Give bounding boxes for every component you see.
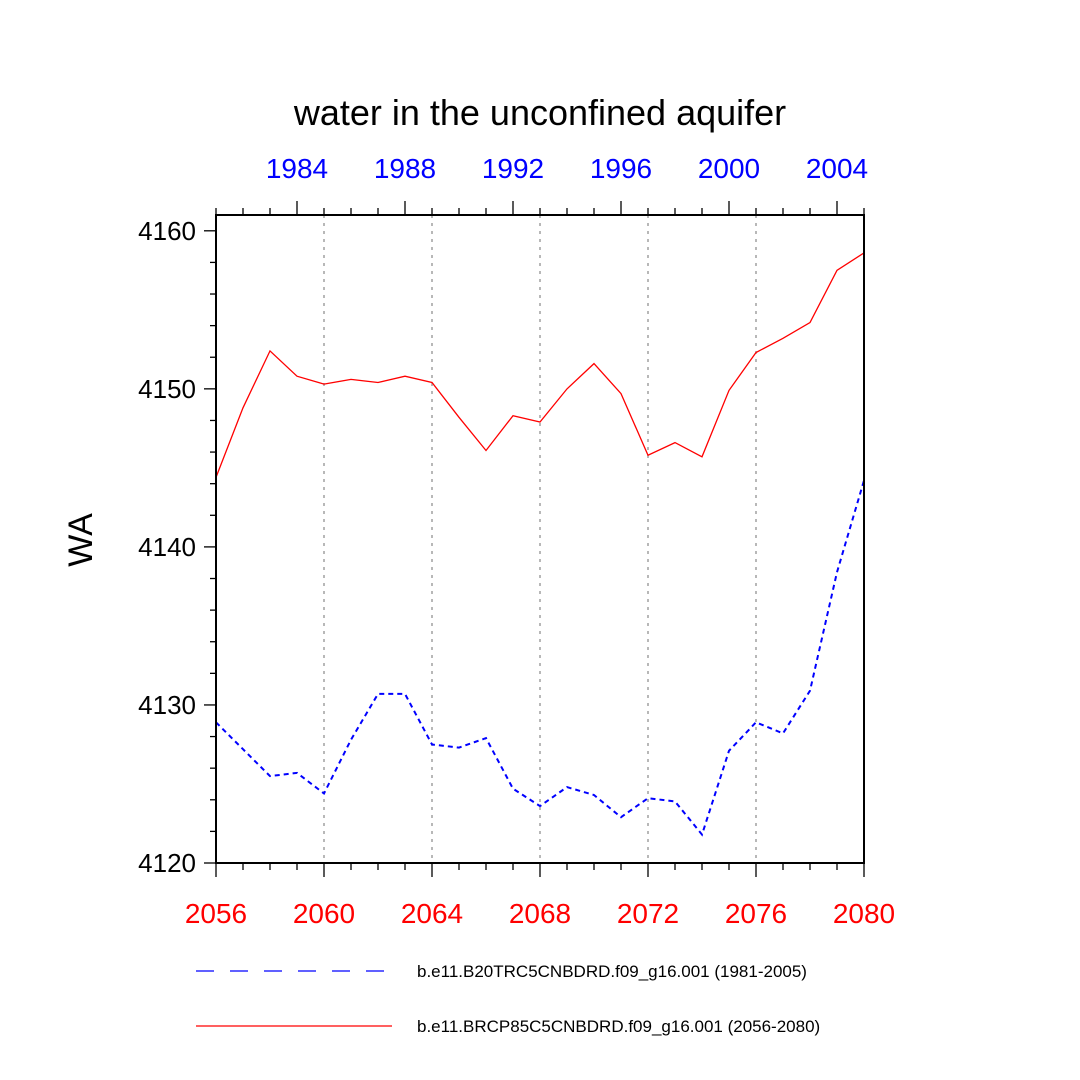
x-bottom-tick-label: 2072 <box>617 898 679 929</box>
x-bottom-tick-label: 2056 <box>185 898 247 929</box>
legend-label-historical: b.e11.B20TRC5CNBDRD.f09_g16.001 (1981-20… <box>417 962 807 981</box>
x-bottom-tick-label: 2076 <box>725 898 787 929</box>
x-top-tick-label: 1988 <box>374 153 436 184</box>
series-lines <box>215 252 865 837</box>
x-top-tick-label: 1992 <box>482 153 544 184</box>
y-axis-label: WA <box>62 513 100 567</box>
x-top-tick-label: 1984 <box>266 153 328 184</box>
legend-label-future: b.e11.BRCP85C5CNBDRD.f09_g16.001 (2056-2… <box>417 1017 820 1036</box>
historical-series-line <box>215 480 865 837</box>
x-top-tick-label: 2004 <box>806 153 868 184</box>
y-tick-label: 4150 <box>138 374 196 404</box>
x-top-tick-label: 2000 <box>698 153 760 184</box>
x-top-tick-label: 1996 <box>590 153 652 184</box>
y-tick-label: 4160 <box>138 216 196 246</box>
chart-title: water in the unconfined aquifer <box>293 92 786 133</box>
future-series-line <box>215 252 865 478</box>
y-tick-label: 4120 <box>138 848 196 878</box>
x-bottom-tick-label: 2064 <box>401 898 463 929</box>
legend: b.e11.B20TRC5CNBDRD.f09_g16.001 (1981-20… <box>196 962 820 1036</box>
y-tick-label: 4140 <box>138 532 196 562</box>
x-bottom-tick-label: 2068 <box>509 898 571 929</box>
x-bottom-tick-label: 2080 <box>833 898 895 929</box>
y-tick-label: 4130 <box>138 690 196 720</box>
axes: 4120 4130 4140 4150 4160 2056 2060 2064 2068 2072… <box>138 153 895 929</box>
x-bottom-tick-label: 2060 <box>293 898 355 929</box>
